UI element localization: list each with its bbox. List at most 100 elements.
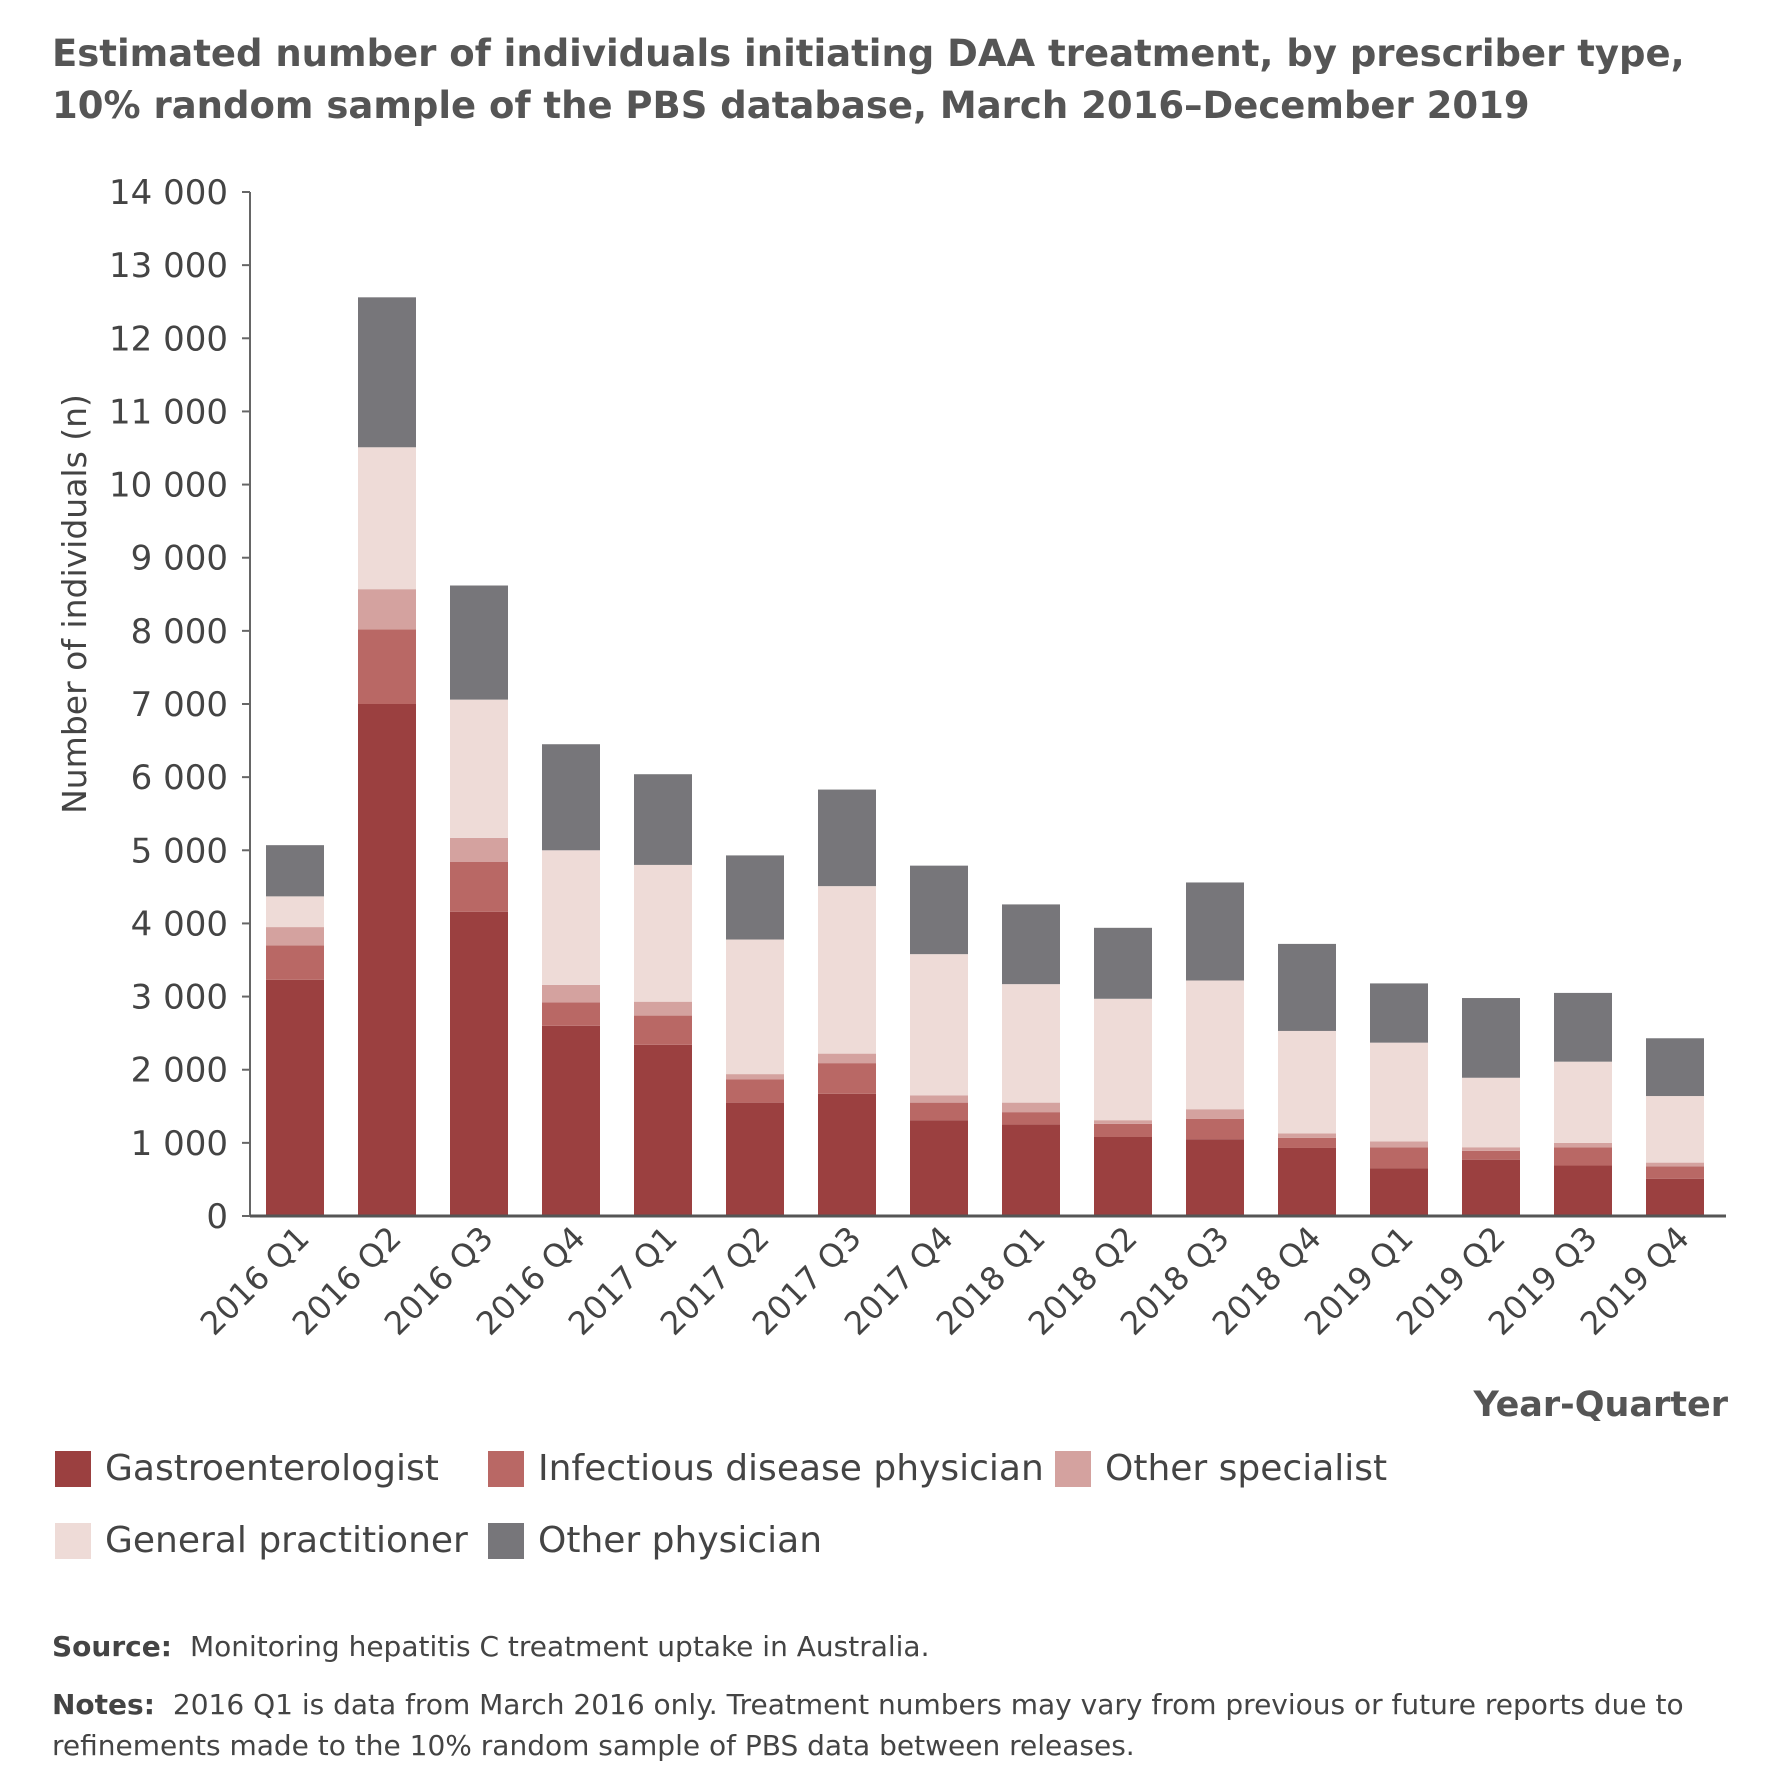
bar-segment bbox=[910, 1102, 968, 1121]
bar-segment bbox=[450, 699, 508, 838]
bar-segment bbox=[1462, 1150, 1520, 1160]
bar-segment bbox=[542, 1025, 600, 1216]
bar-segment bbox=[1462, 1159, 1520, 1216]
bar-segment bbox=[1002, 1124, 1060, 1216]
bar-segment bbox=[1462, 1077, 1520, 1148]
bar-segment bbox=[1002, 904, 1060, 985]
bar-segment bbox=[1554, 1061, 1612, 1143]
y-tick-label: 11 000 bbox=[109, 392, 228, 432]
bar-segment bbox=[1094, 1137, 1152, 1216]
legend-item-other-specialist: Other specialist bbox=[1055, 1448, 1387, 1489]
y-tick-label: 5 000 bbox=[131, 831, 228, 871]
bar-segment bbox=[450, 861, 508, 912]
bar-segment bbox=[1186, 1118, 1244, 1140]
bar-segment bbox=[1002, 1102, 1060, 1113]
bar-segment bbox=[542, 744, 600, 851]
bar-segment bbox=[1186, 882, 1244, 981]
stacked-bar-chart: 0 1 000 2 000 3 000 4 000 5 000 6 000 7 000 8 00… bbox=[55, 173, 1729, 1425]
chart-title-line-2: 10% random sample of the PBS database, M… bbox=[52, 84, 1530, 127]
bar-segment bbox=[634, 774, 692, 865]
bar-segment bbox=[1462, 1147, 1520, 1151]
bar-segment bbox=[1554, 1165, 1612, 1216]
bar-segment bbox=[266, 979, 324, 1216]
bar-segment bbox=[266, 945, 324, 980]
y-tick-label: 4 000 bbox=[131, 904, 228, 944]
legend-item-general-practitioner: General practitioner bbox=[55, 1520, 468, 1561]
bar-segment bbox=[1278, 1137, 1336, 1148]
legend-item-gastroenterologist: Gastroenterologist bbox=[55, 1448, 439, 1489]
bar-stacks bbox=[266, 297, 1704, 1216]
notes-label: Notes: bbox=[52, 1688, 155, 1721]
bar-segment bbox=[358, 297, 416, 448]
legend-item-infectious-disease-physician: Infectious disease physician bbox=[488, 1448, 1044, 1489]
bar-segment bbox=[1094, 1120, 1152, 1124]
source-note: Source: Monitoring hepatitis C treatment … bbox=[52, 1626, 1742, 1667]
y-axis-ticks: 0 1 000 2 000 3 000 4 000 5 000 6 000 7 000 8 00… bbox=[109, 173, 250, 1237]
y-tick-label: 8 000 bbox=[131, 612, 228, 652]
bar-segment bbox=[1370, 1141, 1428, 1148]
y-tick-label: 10 000 bbox=[109, 466, 228, 506]
bar-segment bbox=[726, 939, 784, 1075]
bar-segment bbox=[1462, 998, 1520, 1078]
legend-swatch bbox=[55, 1450, 91, 1487]
y-tick-label: 7 000 bbox=[131, 685, 228, 725]
bar-segment bbox=[634, 1015, 692, 1045]
bar-segment bbox=[818, 1063, 876, 1094]
bar-segment bbox=[910, 954, 968, 1096]
bar-segment bbox=[1370, 1147, 1428, 1169]
bar-segment bbox=[358, 447, 416, 590]
legend-label: Infectious disease physician bbox=[538, 1448, 1044, 1489]
x-axis-title: Year-Quarter bbox=[1472, 1385, 1728, 1425]
bar-segment bbox=[542, 1002, 600, 1026]
bar-segment bbox=[1094, 1123, 1152, 1138]
legend-swatch bbox=[488, 1522, 524, 1559]
bar-segment bbox=[634, 1001, 692, 1016]
bar-segment bbox=[726, 1074, 784, 1080]
bar-segment bbox=[358, 704, 416, 1216]
bar-segment bbox=[542, 984, 600, 1003]
bar-segment bbox=[1370, 1168, 1428, 1216]
bar-segment bbox=[818, 1053, 876, 1064]
bar-segment bbox=[1186, 1109, 1244, 1119]
bar-segment bbox=[1646, 1162, 1704, 1167]
bar-segment bbox=[634, 1044, 692, 1216]
bar-segment bbox=[358, 589, 416, 630]
legend: Gastroenterologist Infectious disease ph… bbox=[55, 1448, 1735, 1598]
bar-segment bbox=[1002, 1112, 1060, 1125]
bar-segment bbox=[1554, 1147, 1612, 1166]
legend-label: General practitioner bbox=[105, 1520, 468, 1561]
y-tick-label: 9 000 bbox=[131, 539, 228, 579]
bar-segment bbox=[1370, 983, 1428, 1043]
bar-segment bbox=[726, 855, 784, 940]
legend-swatch bbox=[488, 1450, 524, 1487]
y-axis-title: Number of individuals (n) bbox=[55, 394, 94, 814]
source-label: Source: bbox=[52, 1630, 172, 1663]
legend-swatch bbox=[55, 1522, 91, 1559]
bar-segment bbox=[1554, 1142, 1612, 1148]
bar-segment bbox=[1278, 1133, 1336, 1138]
y-tick-label: 13 000 bbox=[109, 246, 228, 286]
bar-segment bbox=[818, 886, 876, 1054]
legend-item-other-physician: Other physician bbox=[488, 1520, 822, 1561]
bar-segment bbox=[1646, 1178, 1704, 1216]
bar-segment bbox=[450, 837, 508, 862]
y-tick-label: 12 000 bbox=[109, 319, 228, 359]
bar-segment bbox=[266, 845, 324, 897]
y-tick-label: 3 000 bbox=[131, 978, 228, 1018]
bar-segment bbox=[450, 585, 508, 700]
chart-title: Estimated number of individuals initiati… bbox=[52, 28, 1732, 132]
y-tick-label: 2 000 bbox=[131, 1051, 228, 1091]
bar-segment bbox=[1646, 1038, 1704, 1097]
y-tick-label: 6 000 bbox=[131, 758, 228, 798]
bar-segment bbox=[1554, 992, 1612, 1062]
bar-segment bbox=[450, 911, 508, 1216]
bar-segment bbox=[542, 850, 600, 985]
bar-segment bbox=[818, 1093, 876, 1216]
bar-segment bbox=[910, 1120, 968, 1216]
notes: Notes: 2016 Q1 is data from March 2016 on… bbox=[52, 1684, 1742, 1766]
bar-segment bbox=[910, 865, 968, 955]
bar-segment bbox=[1186, 980, 1244, 1110]
y-tick-label: 14 000 bbox=[109, 173, 228, 213]
bar-segment bbox=[1094, 998, 1152, 1121]
